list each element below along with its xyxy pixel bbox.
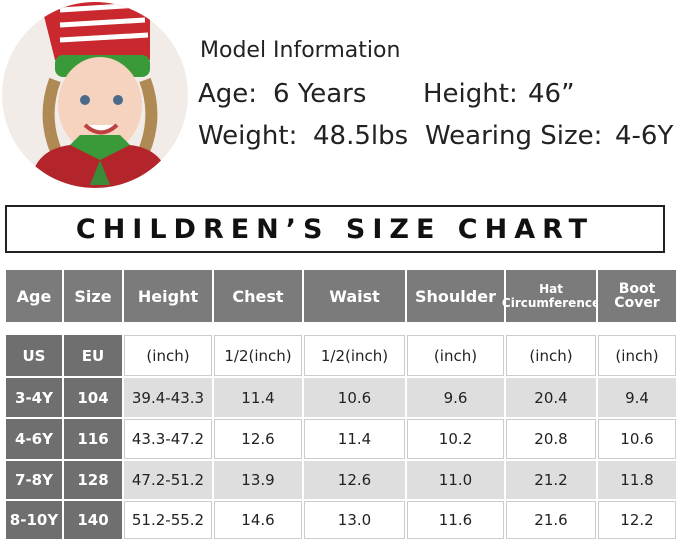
info-title: Model Information: [200, 38, 401, 63]
data-cell: 20.8: [506, 419, 596, 459]
data-cell: 51.2-55.2: [124, 501, 212, 539]
info-value: 48.5lbs: [313, 121, 409, 151]
data-cell: 11.0: [407, 461, 504, 499]
header-cell: Hat Circumference: [502, 270, 600, 322]
row-header: 116: [64, 419, 122, 459]
row-header: 3-4Y: [6, 378, 62, 417]
unit-cell: (inch): [598, 335, 676, 376]
header-cell: Waist: [304, 270, 405, 322]
header-cell: Boot Cover: [598, 270, 676, 322]
data-cell: 10.2: [407, 419, 504, 459]
unit-cell: (inch): [124, 335, 212, 376]
data-cell: 12.2: [598, 501, 676, 539]
data-cell: 43.3-47.2: [124, 419, 212, 459]
data-cell: 11.8: [598, 461, 676, 499]
unit-cell: (inch): [407, 335, 504, 376]
data-cell: 9.4: [598, 378, 676, 417]
row-header: US: [6, 335, 62, 376]
info-label: Height:: [423, 79, 518, 109]
header-cell: Size: [64, 270, 122, 322]
unit-cell: (inch): [506, 335, 596, 376]
info-label: Weight:: [198, 121, 298, 151]
row-header: 128: [64, 461, 122, 499]
model-photo: [2, 2, 188, 188]
chart-title: CHILDREN’S SIZE CHART: [5, 205, 665, 253]
data-cell: 11.6: [407, 501, 504, 539]
data-cell: 20.4: [506, 378, 596, 417]
data-cell: 12.6: [304, 461, 405, 499]
info-value: 4-6Y: [615, 121, 674, 151]
header-cell: Age: [6, 270, 62, 322]
data-cell: 13.9: [214, 461, 302, 499]
data-cell: 10.6: [598, 419, 676, 459]
row-header: 140: [64, 501, 122, 539]
data-cell: 9.6: [407, 378, 504, 417]
data-cell: 11.4: [214, 378, 302, 417]
data-cell: 21.6: [506, 501, 596, 539]
header-cell: Chest: [214, 270, 302, 322]
row-header: 7-8Y: [6, 461, 62, 499]
row-header: 8-10Y: [6, 501, 62, 539]
info-label: Wearing Size:: [425, 121, 603, 151]
data-cell: 11.4: [304, 419, 405, 459]
row-header: 4-6Y: [6, 419, 62, 459]
data-cell: 14.6: [214, 501, 302, 539]
info-value: 6 Years: [273, 79, 367, 109]
row-header: 104: [64, 378, 122, 417]
header-cell: Height: [124, 270, 212, 322]
info-value: 46”: [528, 79, 575, 109]
data-cell: 21.2: [506, 461, 596, 499]
unit-cell: 1/2(inch): [304, 335, 405, 376]
data-cell: 47.2-51.2: [124, 461, 212, 499]
header-cell: Shoulder: [407, 270, 504, 322]
unit-cell: 1/2(inch): [214, 335, 302, 376]
data-cell: 13.0: [304, 501, 405, 539]
info-label: Age:: [198, 79, 258, 109]
data-cell: 10.6: [304, 378, 405, 417]
data-cell: 39.4-43.3: [124, 378, 212, 417]
data-cell: 12.6: [214, 419, 302, 459]
row-header: EU: [64, 335, 122, 376]
